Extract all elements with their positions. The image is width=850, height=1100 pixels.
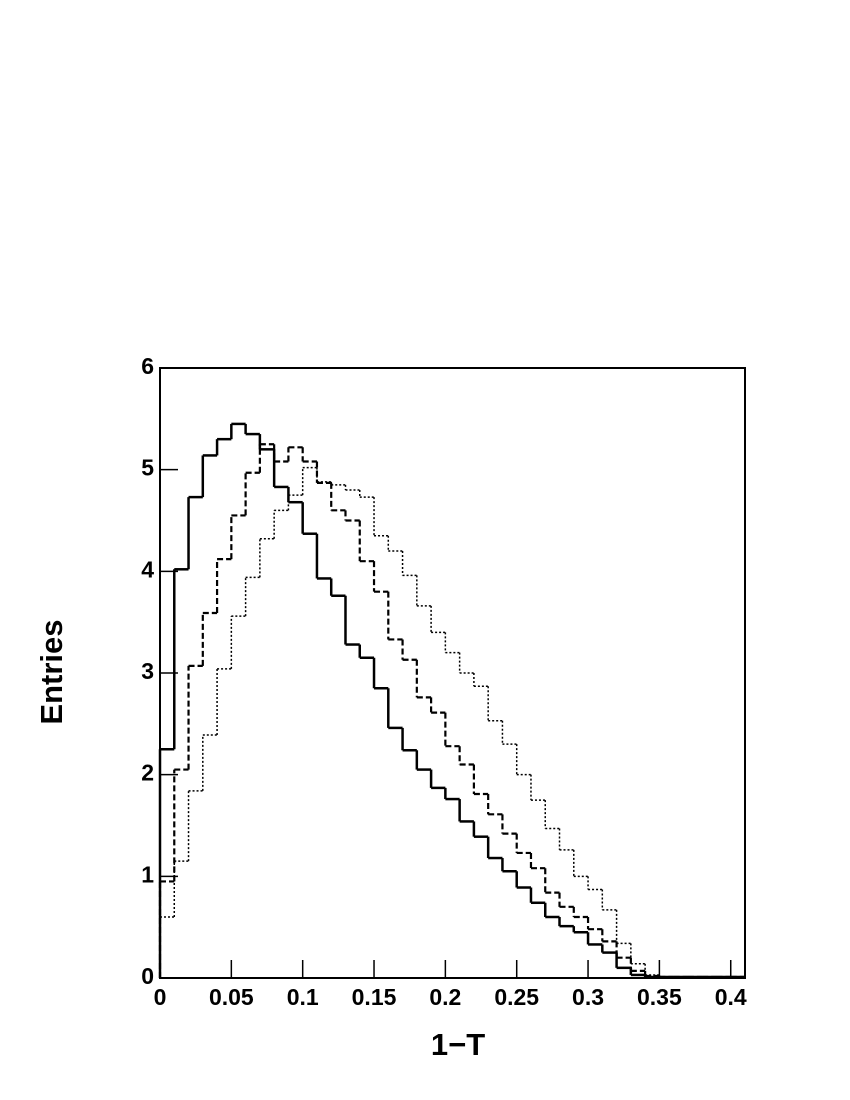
x-tick-label: 0.2 — [429, 984, 461, 1010]
y-tick-label: 0 — [141, 963, 154, 989]
x-tick-label: 0.25 — [494, 984, 539, 1010]
x-axis-label: 1−T — [431, 1027, 485, 1062]
x-tick-label: 0.35 — [637, 984, 682, 1010]
x-tick-label: 0 — [154, 984, 167, 1010]
y-tick-label: 4 — [141, 556, 154, 582]
y-axis-label: Entries — [34, 619, 69, 724]
plot-frame — [159, 367, 746, 979]
x-tick-label: 0.1 — [287, 984, 319, 1010]
y-tick-label: 3 — [141, 658, 154, 684]
x-tick-label: 0.05 — [209, 984, 254, 1010]
x-tick-label: 0.15 — [352, 984, 397, 1010]
y-tick-label: 5 — [141, 455, 154, 481]
y-tick-label: 1 — [141, 861, 154, 887]
y-tick-label: 6 — [141, 353, 154, 379]
y-tick-label: 2 — [141, 760, 154, 786]
x-tick-label: 0.3 — [572, 984, 604, 1010]
x-tick-label: 0.4 — [715, 984, 747, 1010]
